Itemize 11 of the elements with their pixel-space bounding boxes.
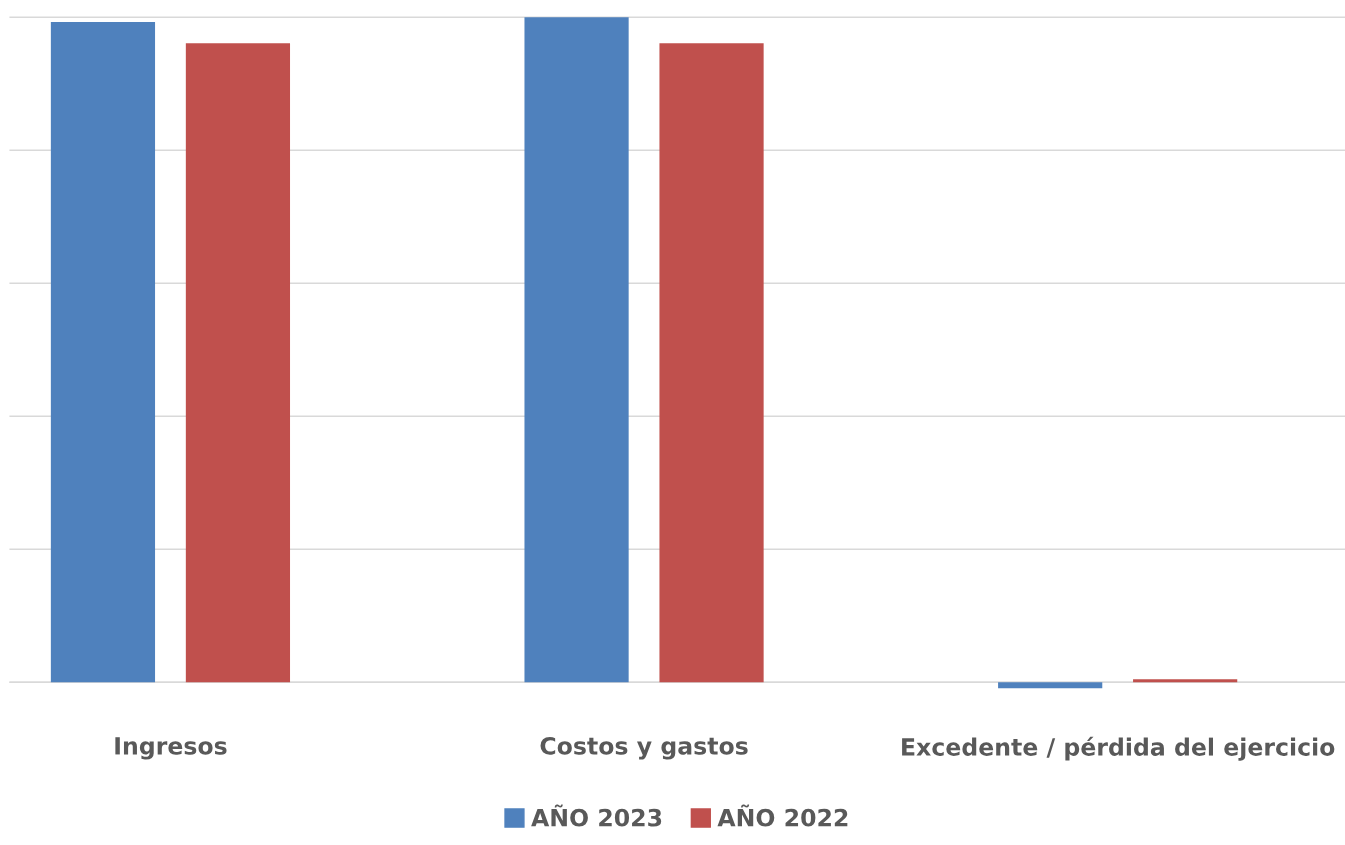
bar: [659, 43, 764, 683]
x-tick-label: Excedente / pérdida del ejercicio: [902, 736, 1335, 761]
x-tick-label: Ingresos: [115, 737, 227, 760]
legend-label: AÑO 2023: [531, 804, 662, 827]
bar: [1133, 679, 1238, 683]
bar: [524, 17, 629, 683]
x-tick-label: Costos y gastos: [540, 736, 748, 760]
bar: [50, 21, 156, 683]
bar: [998, 682, 1103, 689]
legend-label: AÑO 2022: [717, 804, 848, 827]
bar: [185, 43, 291, 683]
